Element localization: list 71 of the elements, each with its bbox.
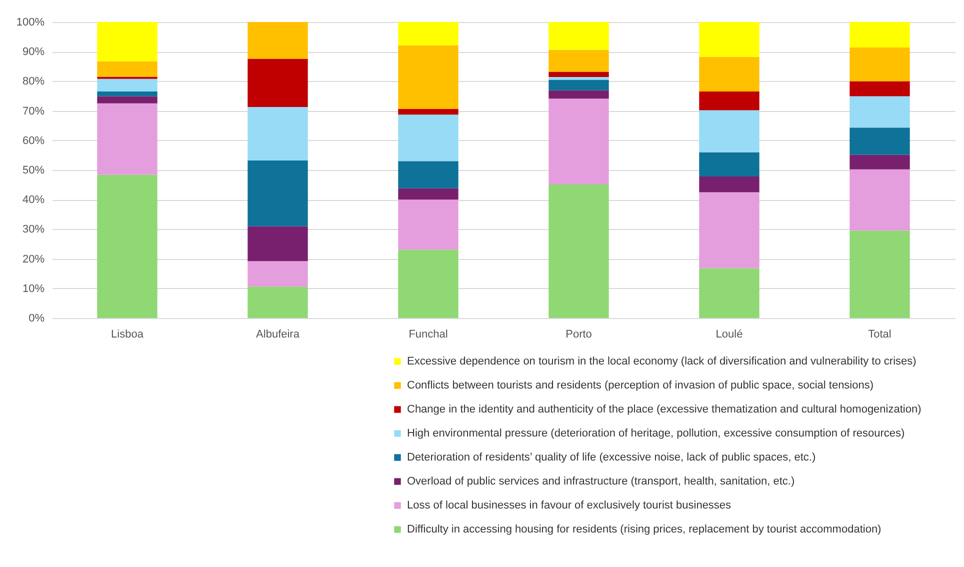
bar bbox=[248, 106, 308, 161]
bar bbox=[97, 96, 158, 104]
legend-label: Difficulty in accessing housing for residents (rising prices, replacement by tourist accommodation) bbox=[407, 524, 882, 536]
bar bbox=[548, 90, 609, 99]
bar bbox=[548, 184, 609, 318]
x-tick-label: Albufeira bbox=[256, 328, 300, 340]
bar bbox=[548, 80, 609, 90]
bar bbox=[398, 114, 458, 162]
x-tick-label: Total bbox=[868, 328, 892, 340]
y-tick-label: 70% bbox=[22, 105, 45, 118]
bar bbox=[548, 72, 609, 78]
legend-label: Deterioration of residents’ quality of life (excessive noise, lack of public spaces, etc.) bbox=[407, 452, 816, 464]
legend-label: Excessive dependence on tourism in the local economy (lack of diversification and vulnerability to crises) bbox=[407, 356, 916, 368]
x-tick-label: Loulé bbox=[716, 328, 743, 340]
bar bbox=[398, 250, 458, 318]
legend-label: Overload of public services and infrastructure (transport, health, sanitation, etc.) bbox=[407, 476, 795, 488]
bar bbox=[850, 22, 910, 48]
bar bbox=[548, 98, 609, 185]
legend-label: Change in the identity and authenticity of the place (excessive thematization and cultural homogenization) bbox=[407, 404, 922, 416]
bar bbox=[548, 50, 609, 72]
bar bbox=[699, 152, 760, 177]
bar bbox=[850, 230, 910, 318]
y-tick-label: 30% bbox=[22, 224, 45, 236]
bar bbox=[248, 160, 308, 226]
bar bbox=[398, 200, 458, 250]
bar bbox=[398, 22, 458, 46]
bar bbox=[850, 47, 910, 82]
legend-label: Conflicts between tourists and residents (perception of invasion of public space, social tensions) bbox=[407, 380, 874, 392]
bar bbox=[97, 174, 158, 318]
bar bbox=[248, 286, 308, 318]
bar bbox=[548, 22, 609, 50]
bar bbox=[248, 22, 308, 59]
y-tick-label: 80% bbox=[22, 76, 45, 88]
y-tick-label: 20% bbox=[22, 253, 45, 266]
y-tick-label: 40% bbox=[22, 194, 45, 206]
bar bbox=[699, 268, 760, 318]
bar bbox=[699, 192, 760, 268]
bar bbox=[97, 103, 158, 175]
bar bbox=[248, 226, 308, 262]
y-tick-label: 50% bbox=[22, 164, 45, 176]
y-tick-label: 10% bbox=[22, 282, 45, 295]
y-tick-label: 0% bbox=[28, 312, 45, 324]
bar bbox=[699, 110, 760, 152]
bar bbox=[248, 261, 308, 287]
bar bbox=[548, 77, 609, 80]
bar bbox=[398, 161, 458, 188]
bar bbox=[97, 92, 158, 96]
bar bbox=[850, 81, 910, 96]
legend-label: Loss of local businesses in favour of exclusively tourist businesses bbox=[407, 500, 732, 512]
bar bbox=[248, 58, 308, 107]
bar bbox=[850, 154, 910, 170]
legend-label: High environmental pressure (deterioration of heritage, pollution, excessive consumption of resources) bbox=[407, 428, 905, 440]
y-tick-label: 90% bbox=[22, 46, 45, 58]
bar bbox=[850, 169, 910, 231]
bar bbox=[699, 176, 760, 192]
bar bbox=[398, 45, 458, 110]
bar bbox=[398, 188, 458, 200]
bar bbox=[699, 56, 760, 92]
y-tick-label: 60% bbox=[22, 134, 45, 147]
bar bbox=[97, 78, 158, 92]
bar bbox=[97, 61, 158, 77]
bar bbox=[699, 92, 760, 110]
bar bbox=[699, 22, 760, 57]
x-tick-label: Lisboa bbox=[111, 328, 144, 340]
bar bbox=[850, 128, 910, 155]
bar bbox=[398, 109, 458, 115]
bar bbox=[97, 22, 158, 62]
y-tick-label: 100% bbox=[16, 16, 45, 28]
x-tick-label: Porto bbox=[566, 328, 592, 340]
x-tick-label: Funchal bbox=[408, 328, 448, 340]
bar bbox=[850, 96, 910, 128]
